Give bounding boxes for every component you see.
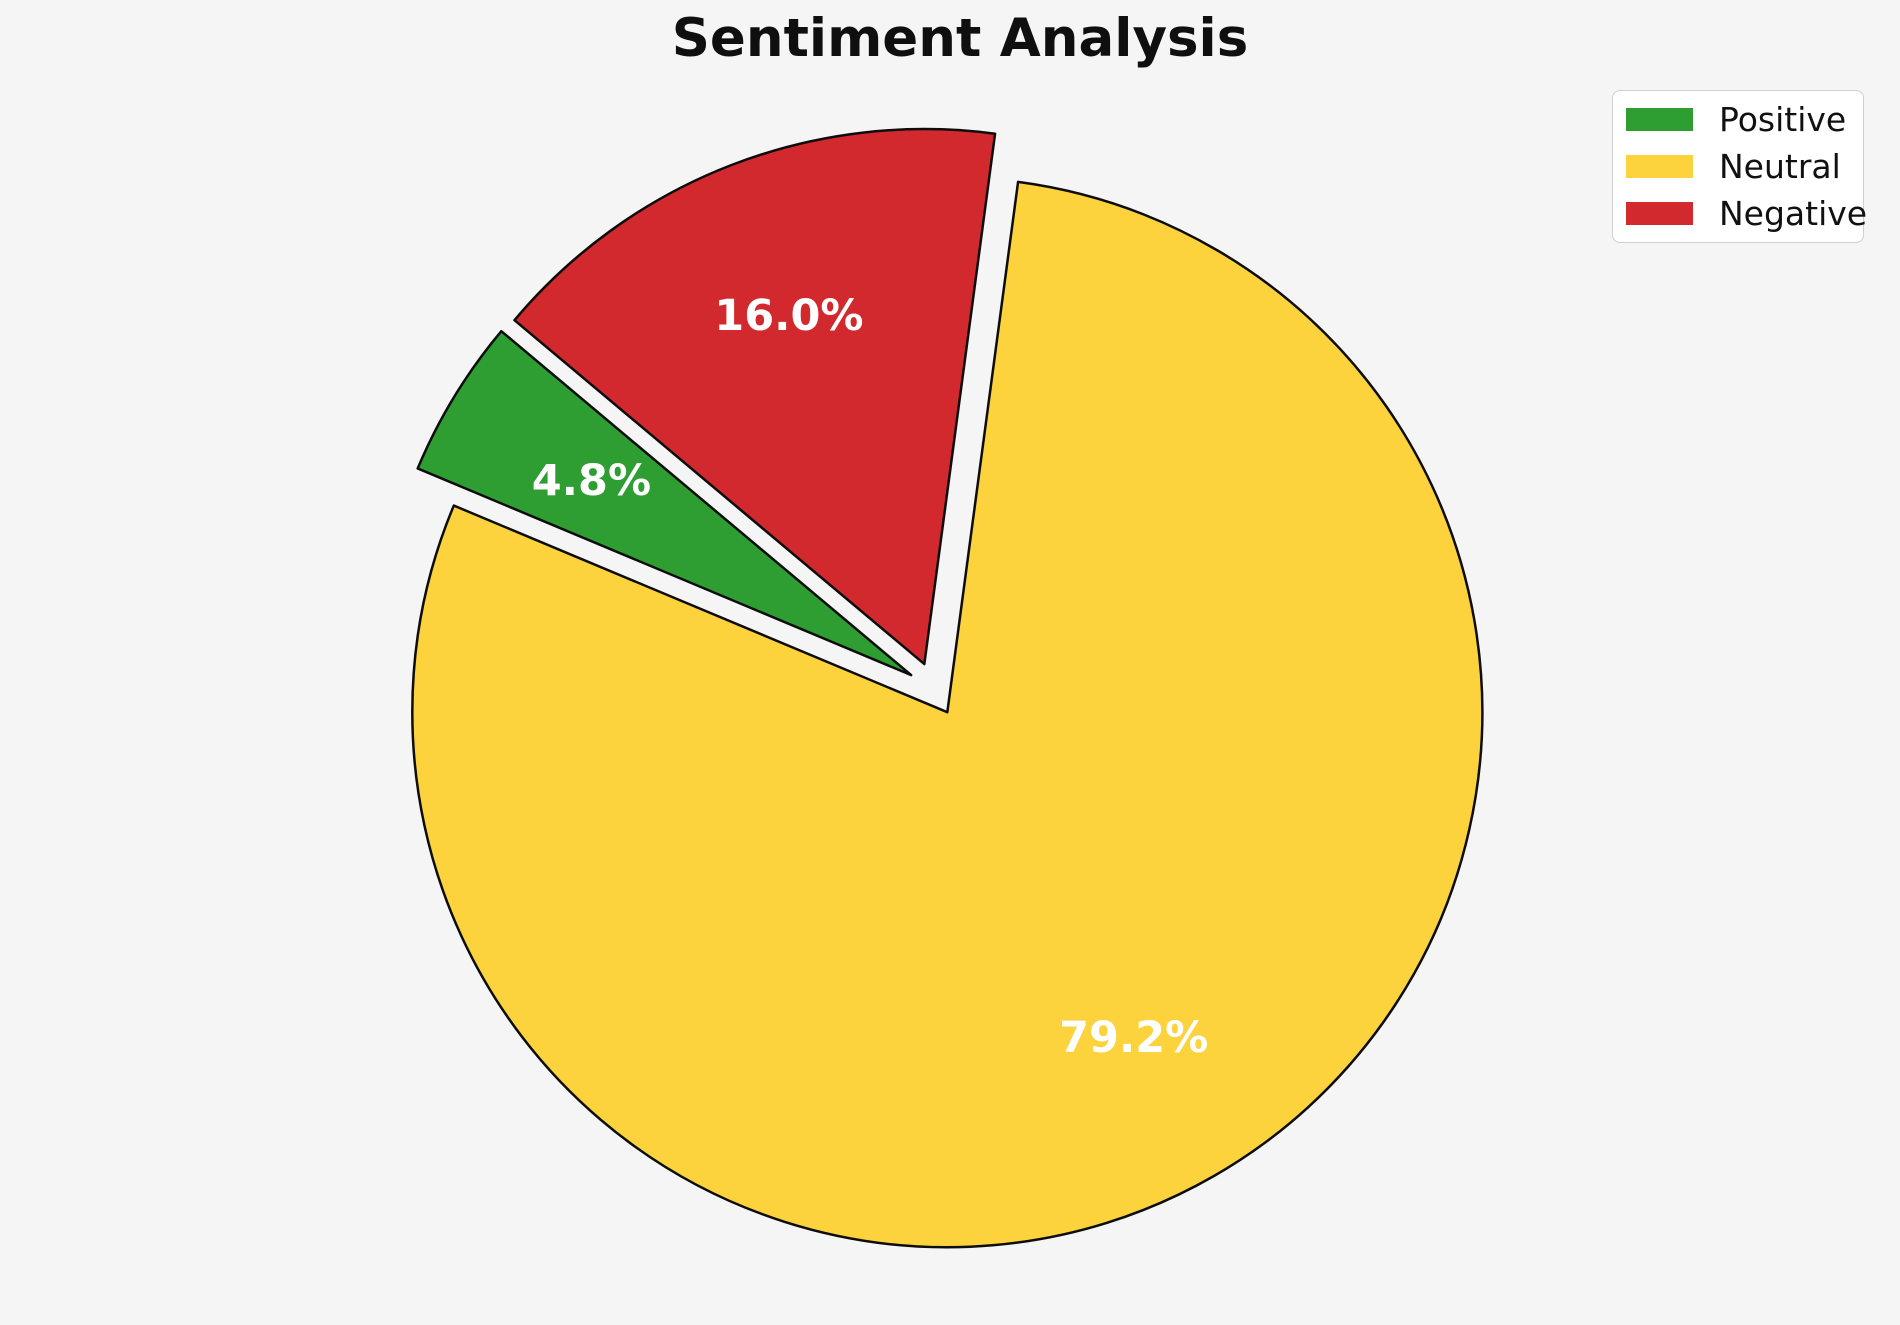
pie-slice-pct-label-positive: 4.8% bbox=[532, 456, 651, 506]
pie-slice-neutral bbox=[411, 180, 1484, 1249]
legend-label-negative: Negative bbox=[1719, 194, 1868, 233]
legend-label-positive: Positive bbox=[1719, 100, 1847, 139]
legend: Positive Neutral Negative bbox=[1612, 90, 1867, 243]
legend-item-positive: Positive bbox=[1626, 103, 1853, 136]
legend-item-negative: Negative bbox=[1626, 197, 1867, 230]
legend-item-neutral: Neutral bbox=[1626, 150, 1853, 183]
pie-slice-pct-label-neutral: 79.2% bbox=[1059, 1013, 1208, 1063]
pie-slice-negative bbox=[513, 127, 997, 666]
legend-label-neutral: Neutral bbox=[1719, 147, 1841, 186]
legend-swatch-positive bbox=[1626, 108, 1693, 131]
pie-slice-positive bbox=[416, 329, 913, 677]
chart-title: Sentiment Analysis bbox=[671, 8, 1249, 69]
pie-slice-pct-label-negative: 16.0% bbox=[714, 291, 863, 341]
legend-swatch-neutral bbox=[1626, 155, 1693, 178]
legend-swatch-negative bbox=[1626, 202, 1693, 225]
